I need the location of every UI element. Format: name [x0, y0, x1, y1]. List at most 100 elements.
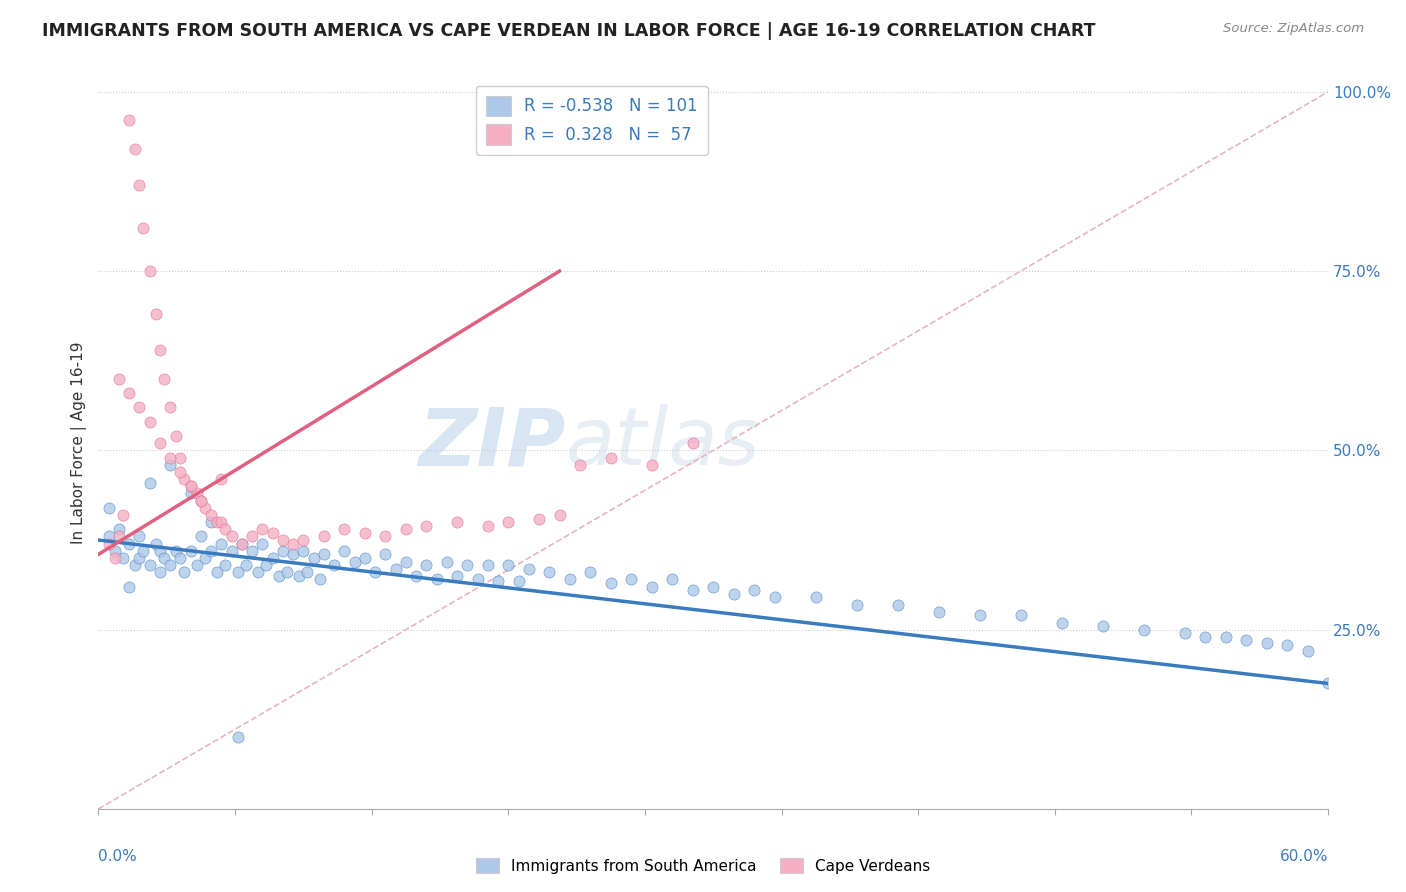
- Point: [276, 566, 298, 580]
- Point: [111, 508, 134, 522]
- Point: [235, 558, 257, 573]
- Point: [118, 580, 141, 594]
- Point: [173, 566, 195, 580]
- Point: [200, 508, 222, 522]
- Point: [1091, 619, 1114, 633]
- Point: [97, 529, 120, 543]
- Point: [104, 551, 127, 566]
- Text: Source: ZipAtlas.com: Source: ZipAtlas.com: [1223, 22, 1364, 36]
- Point: [395, 555, 418, 569]
- Point: [165, 543, 187, 558]
- Point: [214, 522, 236, 536]
- Point: [323, 558, 346, 573]
- Point: [682, 436, 704, 450]
- Point: [180, 543, 202, 558]
- Point: [194, 551, 217, 566]
- Point: [200, 515, 222, 529]
- Point: [104, 543, 127, 558]
- Point: [221, 543, 243, 558]
- Point: [702, 580, 724, 594]
- Point: [254, 558, 277, 573]
- Point: [456, 558, 478, 573]
- Point: [620, 573, 643, 587]
- Point: [118, 386, 141, 401]
- Point: [214, 558, 236, 573]
- Point: [1256, 635, 1278, 649]
- Point: [1317, 676, 1340, 690]
- Point: [169, 465, 191, 479]
- Point: [108, 529, 131, 543]
- Point: [169, 551, 191, 566]
- Point: [132, 543, 155, 558]
- Point: [302, 551, 325, 566]
- Point: [343, 555, 366, 569]
- Point: [558, 573, 581, 587]
- Point: [763, 591, 786, 605]
- Point: [207, 566, 229, 580]
- Point: [1234, 633, 1257, 648]
- Point: [180, 479, 202, 493]
- Point: [159, 558, 181, 573]
- Point: [364, 566, 387, 580]
- Point: [374, 529, 396, 543]
- Point: [118, 536, 141, 550]
- Point: [262, 551, 284, 566]
- Point: [281, 548, 304, 562]
- Point: [180, 479, 202, 493]
- Point: [240, 543, 263, 558]
- Text: IMMIGRANTS FROM SOUTH AMERICA VS CAPE VERDEAN IN LABOR FORCE | AGE 16-19 CORRELA: IMMIGRANTS FROM SOUTH AMERICA VS CAPE VE…: [42, 22, 1095, 40]
- Point: [292, 533, 315, 547]
- Point: [118, 113, 141, 128]
- Point: [641, 458, 664, 472]
- Point: [312, 529, 335, 543]
- Point: [207, 515, 229, 529]
- Point: [333, 543, 356, 558]
- Point: [149, 566, 172, 580]
- Point: [527, 511, 550, 525]
- Point: [467, 573, 489, 587]
- Point: [186, 558, 208, 573]
- Point: [436, 555, 458, 569]
- Point: [498, 515, 520, 529]
- Point: [226, 731, 249, 745]
- Point: [252, 536, 274, 550]
- Point: [97, 536, 120, 550]
- Point: [190, 493, 212, 508]
- Point: [845, 598, 868, 612]
- Point: [804, 591, 827, 605]
- Point: [231, 536, 253, 550]
- Point: [599, 450, 621, 465]
- Point: [579, 566, 602, 580]
- Point: [252, 522, 274, 536]
- Point: [723, 587, 745, 601]
- Point: [742, 583, 765, 598]
- Point: [138, 475, 160, 490]
- Point: [247, 566, 270, 580]
- Point: [395, 522, 418, 536]
- Point: [169, 450, 191, 465]
- Point: [415, 558, 437, 573]
- Point: [138, 415, 160, 429]
- Point: [145, 536, 167, 550]
- Legend: R = -0.538   N = 101, R =  0.328   N =  57: R = -0.538 N = 101, R = 0.328 N = 57: [475, 86, 707, 155]
- Text: ZIP: ZIP: [419, 404, 565, 483]
- Point: [200, 543, 222, 558]
- Point: [231, 536, 253, 550]
- Legend: Immigrants from South America, Cape Verdeans: Immigrants from South America, Cape Verd…: [470, 852, 936, 880]
- Text: 60.0%: 60.0%: [1279, 849, 1329, 864]
- Point: [138, 264, 160, 278]
- Point: [415, 518, 437, 533]
- Point: [569, 458, 592, 472]
- Point: [405, 569, 427, 583]
- Point: [1010, 608, 1032, 623]
- Point: [1174, 626, 1197, 640]
- Point: [1194, 630, 1216, 644]
- Point: [271, 533, 294, 547]
- Point: [153, 372, 176, 386]
- Point: [288, 569, 311, 583]
- Point: [353, 525, 375, 540]
- Point: [281, 536, 304, 550]
- Point: [446, 569, 468, 583]
- Point: [928, 605, 950, 619]
- Point: [159, 450, 181, 465]
